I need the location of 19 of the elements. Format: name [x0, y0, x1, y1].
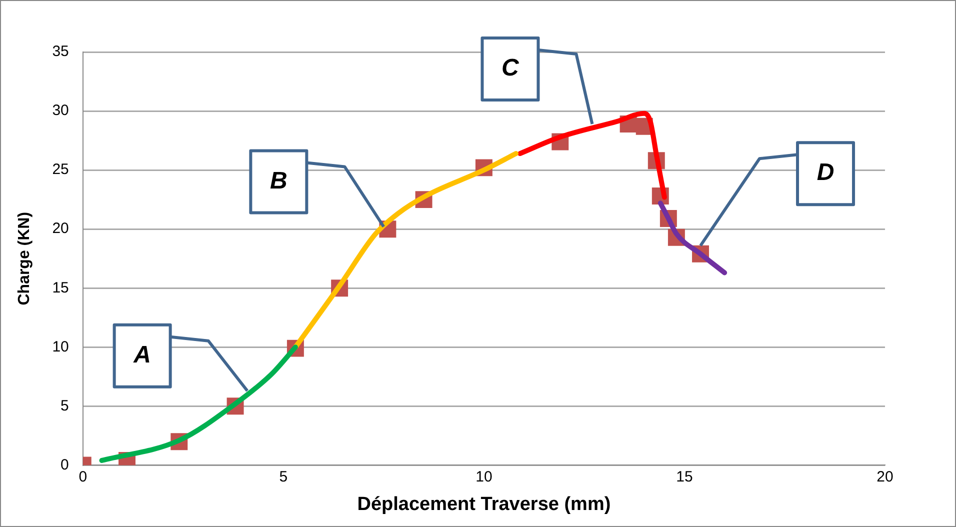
y-tick-label: 0 [60, 456, 69, 474]
annotation: B [270, 167, 288, 194]
y-tick-label: 5 [60, 397, 69, 414]
annotation: A [132, 341, 151, 368]
annotation: C [502, 54, 520, 82]
y-tick-label: 25 [52, 161, 69, 178]
y-tick-label: 35 [52, 43, 69, 60]
x-tick-label: 0 [78, 468, 88, 486]
y-tick-label: 20 [52, 220, 69, 238]
annotation: D [816, 159, 834, 186]
x-tick-label: 10 [476, 468, 492, 486]
y-tick-label: 30 [52, 102, 69, 120]
y-axis-title: Charge (KN) [16, 212, 34, 306]
y-tick-label: 10 [52, 338, 69, 356]
y-tick-label: 15 [52, 279, 69, 296]
x-axis-title: Déplacement Traverse (mm) [357, 494, 611, 515]
x-tick-label: 20 [876, 468, 894, 486]
x-tick-label: 5 [279, 468, 288, 486]
x-tick-label: 15 [676, 468, 693, 486]
